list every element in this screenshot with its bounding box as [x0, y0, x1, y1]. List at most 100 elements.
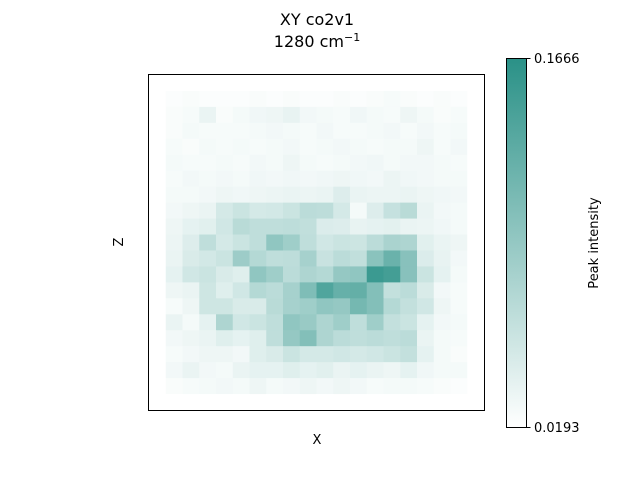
heatmap-cell	[350, 138, 368, 156]
heatmap-cell	[450, 170, 468, 188]
heatmap-cell	[383, 154, 401, 172]
heatmap-cell	[467, 394, 485, 411]
heatmap-cell	[333, 218, 351, 235]
heatmap-cell	[232, 346, 250, 363]
heatmap-cell	[299, 330, 317, 347]
heatmap-cell	[199, 138, 217, 156]
heatmap-cell	[299, 122, 317, 140]
heatmap-cell	[232, 250, 250, 267]
heatmap-cell	[182, 266, 200, 283]
heatmap-cell	[350, 330, 368, 347]
heatmap-cell	[366, 202, 384, 219]
heatmap-cell	[149, 170, 167, 188]
heatmap-cell	[333, 250, 351, 267]
heatmap-cell	[450, 90, 468, 108]
heatmap-cell	[216, 202, 234, 219]
heatmap-cell	[283, 218, 301, 235]
heatmap-cell	[266, 282, 284, 299]
heatmap-cell	[165, 330, 183, 347]
heatmap-cell	[400, 266, 418, 283]
heatmap-cell	[149, 75, 167, 92]
heatmap-cell	[366, 266, 384, 283]
heatmap-cell	[249, 138, 267, 156]
heatmap-cell	[350, 266, 368, 283]
heatmap-cell	[450, 314, 468, 331]
heatmap-cell	[467, 106, 485, 124]
heatmap-cell	[433, 298, 451, 315]
heatmap-cell	[182, 378, 200, 395]
heatmap-cell	[283, 154, 301, 172]
heatmap-cell	[400, 202, 418, 219]
heatmap-cell	[350, 234, 368, 251]
heatmap-cell	[266, 298, 284, 315]
heatmap-cell	[232, 75, 250, 92]
heatmap-cell	[450, 250, 468, 267]
heatmap-cell	[333, 330, 351, 347]
heatmap-cell	[467, 122, 485, 140]
heatmap-cell	[433, 202, 451, 219]
heatmap-cell	[417, 202, 435, 219]
heatmap-cell	[333, 106, 351, 124]
heatmap-cell	[283, 75, 301, 92]
heatmap-cell	[165, 154, 183, 172]
heatmap-cell	[417, 314, 435, 331]
heatmap-cell	[366, 170, 384, 188]
heatmap-cell	[232, 154, 250, 172]
heatmap-cell	[232, 122, 250, 140]
chart-subtitle: 1280 cm−1	[274, 31, 360, 51]
heatmap-cell	[165, 378, 183, 395]
heatmap-cell	[266, 346, 284, 363]
heatmap-cell	[249, 346, 267, 363]
heatmap-cell	[417, 378, 435, 395]
heatmap-cell	[333, 90, 351, 108]
heatmap-cell	[216, 394, 234, 411]
heatmap-cell	[266, 122, 284, 140]
heatmap-cell	[400, 218, 418, 235]
heatmap-cell	[299, 138, 317, 156]
heatmap-cell	[417, 250, 435, 267]
heatmap-cell	[316, 394, 334, 411]
heatmap-cell	[366, 314, 384, 331]
heatmap-cell	[283, 362, 301, 379]
heatmap-cell	[165, 234, 183, 251]
heatmap-cell	[400, 378, 418, 395]
heatmap-cell	[249, 90, 267, 108]
heatmap-cell	[350, 170, 368, 188]
heatmap-cell	[232, 362, 250, 379]
heatmap-cell	[165, 362, 183, 379]
heatmap-cell	[299, 298, 317, 315]
heatmap-cell	[182, 90, 200, 108]
heatmap-cell	[467, 362, 485, 379]
heatmap-cell	[366, 154, 384, 172]
heatmap-cell	[400, 314, 418, 331]
heatmap-cell	[383, 298, 401, 315]
heatmap-cell	[299, 234, 317, 251]
plot-frame	[148, 74, 485, 411]
heatmap-cell	[232, 330, 250, 347]
heatmap-cell	[350, 122, 368, 140]
heatmap-cell	[199, 75, 217, 92]
heatmap-cell	[199, 170, 217, 188]
heatmap-cell	[165, 218, 183, 235]
heatmap-cell	[299, 362, 317, 379]
heatmap-cell	[450, 186, 468, 204]
heatmap-cell	[149, 234, 167, 251]
heatmap-cell	[299, 90, 317, 108]
subtitle-unit-exponent: −1	[344, 31, 360, 44]
heatmap-cell	[165, 298, 183, 315]
heatmap-cell	[283, 314, 301, 331]
heatmap-cell	[182, 298, 200, 315]
colorbar	[506, 58, 527, 428]
heatmap-cell	[467, 330, 485, 347]
heatmap-cell	[450, 106, 468, 124]
heatmap-cell	[316, 330, 334, 347]
heatmap-cell	[249, 218, 267, 235]
heatmap-cell	[199, 298, 217, 315]
heatmap-cell	[249, 330, 267, 347]
heatmap-cell	[299, 106, 317, 124]
heatmap-cell	[350, 362, 368, 379]
heatmap-cell	[249, 234, 267, 251]
heatmap-cell	[182, 75, 200, 92]
colorbar-max-label: 0.1666	[534, 52, 580, 67]
heatmap-cell	[232, 106, 250, 124]
